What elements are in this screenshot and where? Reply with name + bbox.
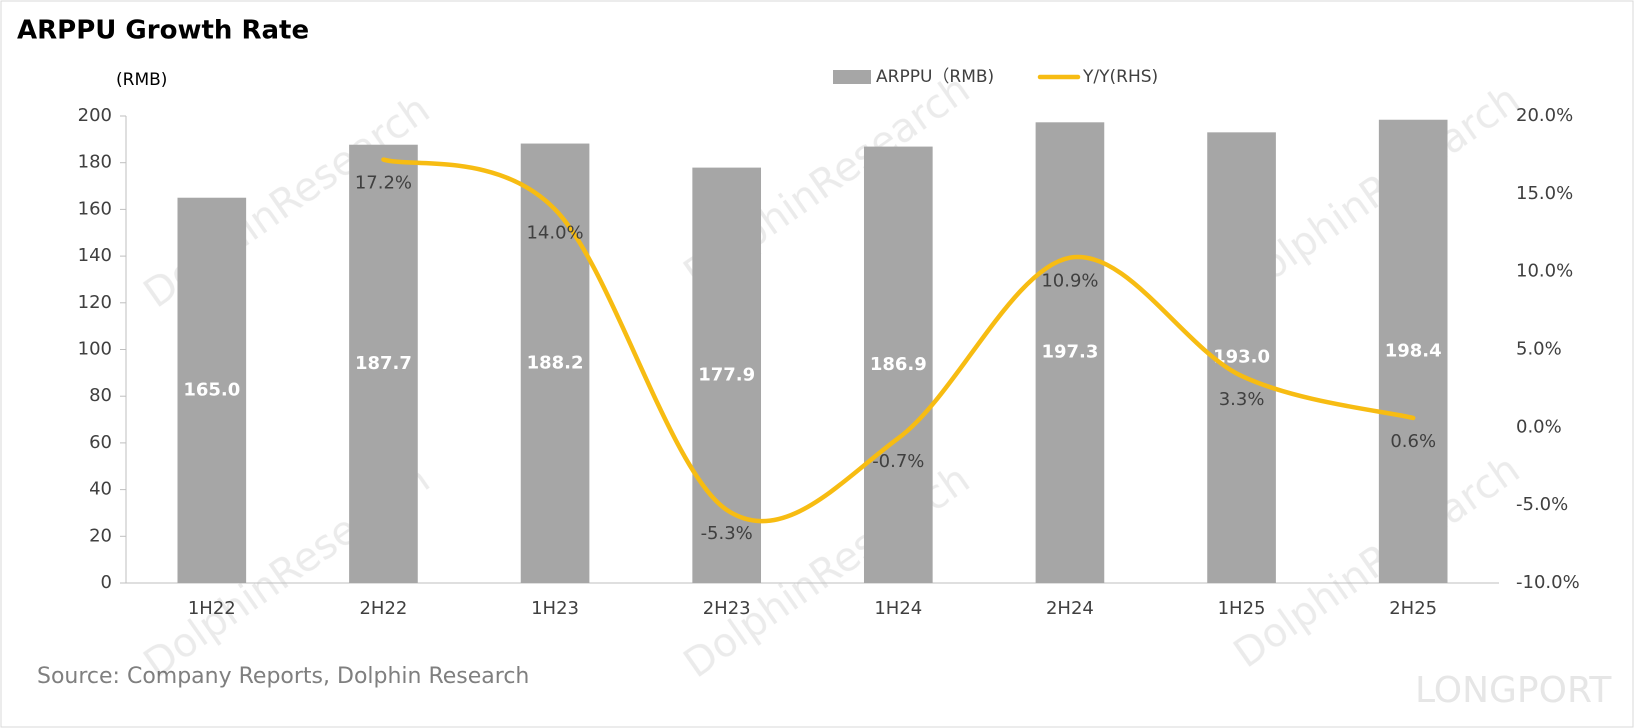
line-value-label: 10.9% <box>1041 271 1098 292</box>
bar-value-label: 177.9 <box>698 364 755 385</box>
x-tick-label: 2H22 <box>359 598 407 619</box>
source: Source: Company Reports, Dolphin Researc… <box>37 664 529 689</box>
line-value-label: 3.3% <box>1219 389 1265 410</box>
x-tick-label: 1H24 <box>874 598 922 619</box>
bar-value-label: 197.3 <box>1041 342 1098 363</box>
x-tick-label: 2H25 <box>1389 598 1437 619</box>
y-tick-label: 180 <box>78 152 112 173</box>
line <box>381 157 1416 524</box>
bar <box>692 167 762 583</box>
legend-label: ARPPU（RMB) <box>876 67 994 87</box>
y2-tick-label: -5.0% <box>1516 494 1568 515</box>
line-value-label: 14.0% <box>526 222 583 243</box>
y2-tick-label: -10.0% <box>1516 572 1580 593</box>
bar <box>177 197 247 583</box>
y-tick-label: 120 <box>78 292 112 313</box>
y-tick-label: 200 <box>78 105 112 126</box>
y-axis-label: (RMB) <box>116 70 167 90</box>
y2-tick-label: 15.0% <box>1516 183 1573 204</box>
bar <box>863 146 933 583</box>
bar <box>1378 119 1448 584</box>
bar-value-label: 193.0 <box>1213 347 1270 368</box>
y-tick-label: 40 <box>89 479 112 500</box>
logo: LONGPORT <box>1415 670 1612 711</box>
legend-swatch <box>833 70 871 84</box>
line-value-label: 17.2% <box>355 173 412 194</box>
line-value-label: 0.6% <box>1390 431 1436 452</box>
x-tick-label: 1H25 <box>1218 598 1266 619</box>
y2-tick-label: 20.0% <box>1516 105 1573 126</box>
y-tick-label: 80 <box>89 385 112 406</box>
bar <box>349 144 418 583</box>
y-tick-label: 100 <box>78 339 112 360</box>
bar <box>1207 132 1276 583</box>
bar-value-label: 186.9 <box>870 354 927 375</box>
legend-label: Y/Y(RHS) <box>1082 67 1158 87</box>
line-value-label: -0.7% <box>872 451 924 472</box>
y-tick-label: 0 <box>101 572 112 593</box>
x-tick-label: 2H24 <box>1046 598 1094 619</box>
x-tick-label: 1H22 <box>188 598 236 619</box>
line-value-label: -5.3% <box>701 523 753 544</box>
y-tick-label: 20 <box>89 525 112 546</box>
chart-title: ARPPU Growth Rate <box>17 16 309 46</box>
bar-value-label: 188.2 <box>527 352 584 373</box>
y2-tick-label: 10.0% <box>1516 261 1573 282</box>
bar-value-label: 198.4 <box>1385 340 1442 361</box>
y2-tick-label: 5.0% <box>1516 339 1562 360</box>
y-tick-label: 140 <box>78 245 112 266</box>
y2-tick-label: 0.0% <box>1516 416 1562 437</box>
bar <box>1035 122 1105 583</box>
bar-value-label: 165.0 <box>183 379 240 400</box>
x-tick-label: 2H23 <box>703 598 751 619</box>
bar <box>520 143 590 584</box>
bar-value-label: 187.7 <box>355 353 412 374</box>
y-tick-label: 60 <box>89 432 112 453</box>
x-tick-label: 1H23 <box>531 598 579 619</box>
y-tick-label: 160 <box>78 198 112 219</box>
